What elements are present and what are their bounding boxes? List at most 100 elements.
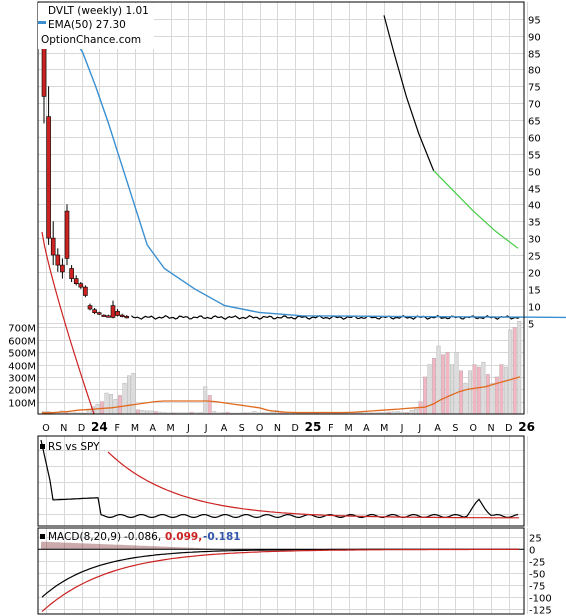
x-tick-label: A [150, 423, 157, 434]
macd-signal-line [41, 548, 519, 613]
candle-body [92, 309, 97, 314]
volume-bar [118, 395, 123, 415]
rs-legend: RS vs SPY [40, 441, 100, 453]
x-tick-label: J [204, 423, 208, 434]
volume-bar [512, 327, 517, 415]
ema-legend-label: EMA(50) 27.30 [48, 19, 126, 31]
legend: DVLT (weekly) 1.01 EMA(50) 27.30 OptionC… [38, 3, 154, 49]
volume-bar [131, 373, 136, 415]
price-tick-label: 95 [528, 16, 541, 27]
ema50-line [43, 24, 566, 319]
price-tick-label: 40 [528, 201, 541, 212]
price-tick-label: 75 [528, 83, 541, 94]
volume-bar [459, 370, 463, 415]
volume-bar [432, 358, 436, 415]
x-tick-label: M [380, 423, 388, 434]
chart-title: DVLT (weekly) 1.01 [48, 5, 149, 17]
x-tick-label: 24 [91, 420, 108, 434]
macd-legend: MACD(8,20,9) -0.086, 0.099, -0.181 [40, 531, 241, 543]
macd-value: -0.086, [124, 531, 161, 543]
volume-bar [490, 382, 495, 415]
volume-bar [427, 364, 432, 415]
rs-average-line [107, 451, 519, 519]
volume-bar [454, 352, 459, 415]
candle-body [110, 305, 116, 318]
candle-body [83, 286, 88, 296]
macd-tick-label: 0 [529, 546, 535, 557]
x-tick-label: J [186, 423, 190, 434]
rs-legend-swatch [40, 444, 45, 449]
volume-bar [109, 394, 114, 415]
x-tick-label: F [328, 423, 333, 434]
candle-body [87, 305, 93, 310]
candle-body [64, 210, 70, 259]
price-panel-frame [37, 1, 525, 415]
x-tick-label: M [131, 423, 139, 434]
volume-bar [508, 329, 513, 415]
volume-bar [485, 374, 490, 415]
price-tick-label: 50 [528, 168, 541, 179]
volume-bar [445, 352, 450, 415]
x-tick-label: O [469, 423, 476, 434]
volume-bar [499, 364, 504, 415]
candle-body [101, 314, 107, 317]
axis-labels: O N D 24 F M A M J J A S O N D 25 F M A M J J A S O N D 26510152025… [8, 16, 551, 616]
macd-tick-label: -100 [529, 594, 552, 605]
volume-bar [409, 410, 414, 415]
macd-legend-swatch [40, 534, 45, 539]
candle-body [119, 314, 125, 317]
volume-average-line [42, 376, 521, 414]
candle-body [124, 316, 130, 319]
volume-bar [472, 364, 477, 415]
volume-bar [135, 409, 140, 415]
rs-label: RS vs SPY [48, 441, 100, 453]
x-tick-label: M [166, 423, 174, 434]
x-tick-label: S [239, 423, 245, 434]
volume-tick-label: 500M [8, 349, 36, 360]
x-tick-label: N [274, 423, 281, 434]
price-tick-label: 80 [528, 66, 541, 77]
x-tick-label: N [487, 423, 494, 434]
volume-tick-label: 300M [8, 374, 36, 385]
candle-body [60, 264, 65, 273]
price-tick-label: 5 [528, 320, 534, 331]
price-tick-label: 90 [528, 33, 541, 44]
volume-bar [414, 408, 418, 415]
candle-body [78, 283, 84, 288]
macd-tick-label: -125 [529, 606, 552, 616]
volume-tick-label: 400M [8, 362, 36, 373]
x-tick-label: O [42, 423, 49, 434]
x-tick-label: D [78, 423, 85, 434]
volume-tick-label: 600M [8, 337, 36, 348]
x-tick-label: D [505, 423, 512, 434]
price-tick-label: 20 [528, 269, 541, 280]
macd-tick-label: -25 [529, 558, 545, 569]
price-tick-label: 70 [528, 100, 541, 111]
price-decline-curve [41, 231, 95, 415]
x-tick-label: A [363, 423, 370, 434]
price-tick-label: 30 [528, 235, 541, 246]
curve-lower-segment [433, 170, 519, 249]
macd-label: MACD(8,20,9) [48, 531, 121, 543]
price-tick-label: 15 [528, 286, 541, 297]
volume-bar [476, 366, 481, 415]
volume-bar [441, 354, 445, 415]
x-tick-label: F [114, 423, 119, 434]
volume-tick-label: 200M [8, 386, 36, 397]
x-tick-label: A [434, 423, 441, 434]
x-tick-label: 26 [518, 420, 535, 434]
volume-bar [481, 361, 486, 415]
candle-body [73, 278, 79, 285]
volume-tick-label: 100M [8, 399, 36, 410]
volume-bar [423, 376, 427, 415]
macd-tick-label: 25 [529, 534, 542, 545]
volume-bar [140, 410, 145, 415]
x-tick-label: A [221, 423, 228, 434]
price-tick-label: 45 [528, 185, 541, 196]
curve-upper-segment [383, 15, 435, 171]
x-tick-label: S [452, 423, 458, 434]
x-tick-label: N [60, 423, 67, 434]
price-candles [41, 12, 130, 319]
volume-bar [122, 382, 127, 415]
